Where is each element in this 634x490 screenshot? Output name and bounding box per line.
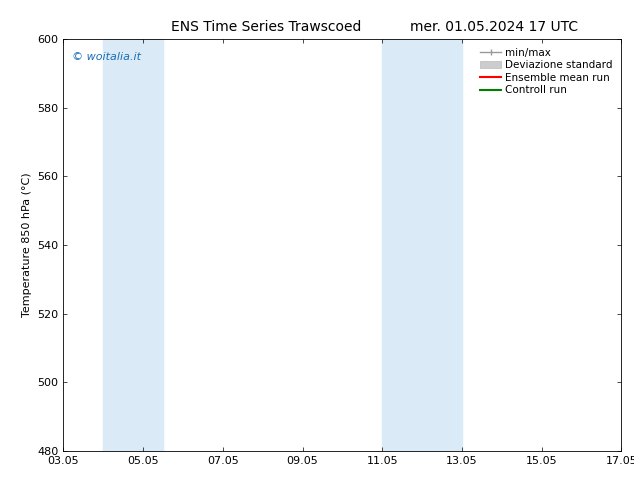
Bar (382, 39, 462, 451)
Legend: min/max, Deviazione standard, Ensemble mean run, Controll run: min/max, Deviazione standard, Ensemble m… (477, 45, 616, 98)
Text: mer. 01.05.2024 17 UTC: mer. 01.05.2024 17 UTC (410, 20, 579, 34)
Bar (103, 39, 163, 451)
Y-axis label: Temperature 850 hPa (°C): Temperature 850 hPa (°C) (22, 172, 32, 318)
Text: © woitalia.it: © woitalia.it (72, 51, 141, 62)
Text: ENS Time Series Trawscoed: ENS Time Series Trawscoed (171, 20, 361, 34)
